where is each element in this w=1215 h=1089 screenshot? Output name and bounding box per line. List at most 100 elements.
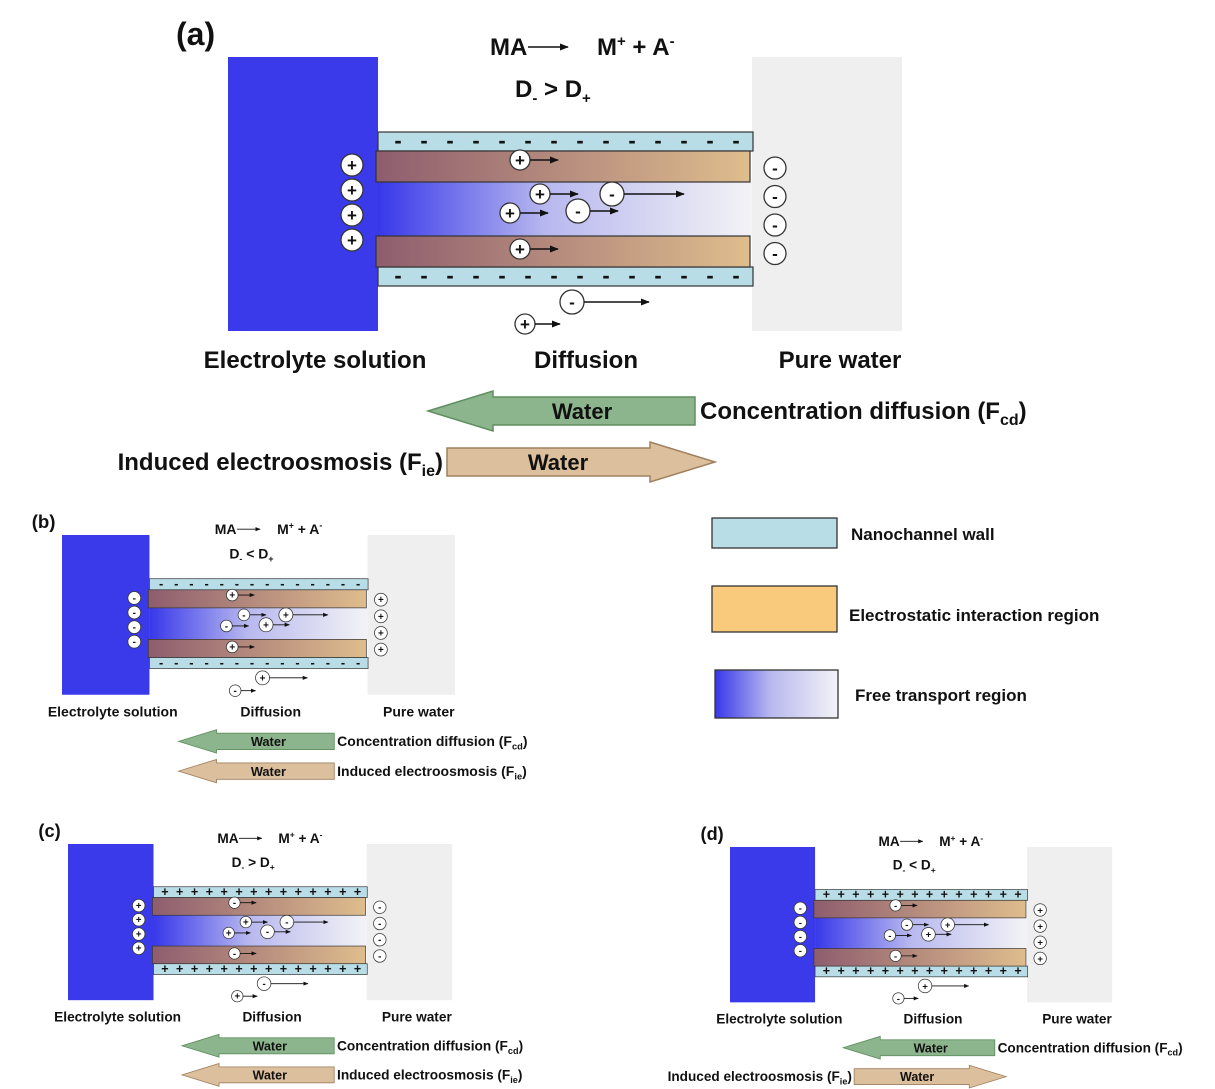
wall-charge: -	[550, 263, 557, 288]
ion-charge: -	[575, 202, 581, 221]
wall-charge: -	[550, 128, 557, 153]
flow-sub: ie	[510, 1075, 518, 1085]
wall-charge: +	[250, 962, 257, 976]
flow-sub: ie	[514, 771, 522, 781]
ion-charge: +	[347, 181, 357, 200]
flow-carrier: Water	[253, 1068, 287, 1082]
legend-label: Free transport region	[855, 686, 1027, 705]
electrostatic-region	[148, 639, 366, 657]
flow-sub: cd	[508, 1046, 519, 1056]
electrostatic-region	[814, 948, 1026, 966]
flow-close: )	[522, 763, 527, 779]
wall-charge: +	[265, 962, 272, 976]
d-cation: D	[565, 76, 582, 103]
wall-charge: -	[235, 655, 239, 670]
wall-charge: -	[498, 263, 505, 288]
wall-charge: -	[602, 128, 609, 153]
ion-charge: +	[945, 920, 951, 931]
electrostatic-region	[152, 946, 365, 964]
ion-charge: +	[226, 928, 232, 939]
wall-charge: -	[420, 128, 427, 153]
ion-charge: +	[515, 151, 525, 170]
electrolyte-label: Electrolyte solution	[54, 1009, 181, 1024]
wall-charge: -	[174, 576, 178, 591]
flow-label: Concentration diffusion (Fcd)	[337, 1038, 523, 1055]
wall-charge: +	[206, 885, 213, 899]
anion: + A	[295, 831, 320, 846]
ion-charge: -	[888, 931, 891, 942]
wall-charge: -	[680, 128, 687, 153]
reaction-products: M+ + A-	[939, 833, 983, 849]
anion-charge: -	[320, 830, 323, 840]
ion-charge: -	[609, 185, 615, 204]
diffusivity-relation: D- < D+	[229, 545, 273, 563]
wall-charge: +	[339, 962, 346, 976]
diffusion-label: Diffusion	[240, 703, 301, 719]
wall-charge: -	[394, 128, 401, 153]
wall-charge: +	[896, 888, 903, 902]
reaction-products: M+ + A-	[597, 33, 675, 61]
pure-water-label: Pure water	[383, 703, 455, 719]
wall-charge: -	[706, 263, 713, 288]
panel-label: (a)	[176, 16, 215, 52]
flow-label: Concentration diffusion (Fcd)	[998, 1040, 1183, 1057]
electrostatic-region	[376, 236, 750, 267]
nanochannel-wall	[149, 657, 368, 668]
flow-carrier: Water	[251, 764, 286, 779]
ion-charge: +	[515, 240, 525, 259]
wall-charge: +	[926, 964, 933, 978]
flow-sub: cd	[512, 742, 523, 752]
ion-charge: -	[133, 608, 136, 619]
wall-charge: +	[852, 888, 859, 902]
nanochannel-wall	[149, 579, 368, 590]
flow-close: )	[847, 1069, 852, 1084]
wall-charge: -	[295, 655, 299, 670]
diffusivity-relation: D- > D+	[515, 76, 591, 107]
relation-op: <	[905, 858, 921, 873]
d-cation: D	[258, 545, 268, 561]
flow-name: Concentration diffusion (F	[700, 398, 1000, 425]
ion-charge: +	[505, 204, 515, 223]
ion-charge: -	[233, 949, 236, 960]
panel: (c)MAM+ + A-D- > D++++++++++++++++++++++…	[38, 820, 523, 1086]
wall-charge: +	[191, 962, 198, 976]
reaction-products: M+ + A-	[278, 830, 322, 846]
wall-charge: +	[852, 964, 859, 978]
wall-charge: -	[204, 655, 208, 670]
flow-close: )	[519, 1038, 524, 1053]
ion-charge: -	[894, 951, 897, 962]
wall-charge: -	[602, 263, 609, 288]
flow-label: Concentration diffusion (Fcd)	[700, 398, 1027, 429]
ion-charge: -	[285, 918, 288, 929]
wall-charge: -	[356, 655, 360, 670]
flow-carrier: Water	[914, 1041, 948, 1055]
ion-charge: +	[260, 673, 266, 684]
wall-charge: +	[1014, 964, 1021, 978]
ion-charge: +	[136, 915, 142, 926]
wall-charge: -	[220, 576, 224, 591]
diagram: (a)MAM+ + A-D- > D+---------------------…	[0, 0, 1215, 1089]
wall-charge: -	[326, 576, 330, 591]
pure-water-label: Pure water	[382, 1009, 453, 1024]
ion-charge: +	[263, 620, 269, 631]
wall-charge: -	[220, 655, 224, 670]
flow-close: )	[435, 449, 443, 476]
wall-charge: -	[628, 263, 635, 288]
wall-charge: +	[206, 962, 213, 976]
wall-charge: +	[354, 962, 361, 976]
wall-charge: +	[295, 962, 302, 976]
wall-charge: -	[732, 128, 739, 153]
wall-charge: -	[524, 263, 531, 288]
cation: M	[278, 831, 289, 846]
ion-charge: +	[234, 992, 240, 1003]
wall-charge: -	[446, 128, 453, 153]
nanochannel-wall	[815, 890, 1028, 901]
wall-charge: +	[176, 962, 183, 976]
legend-swatch	[712, 518, 837, 548]
wall-charge: -	[420, 263, 427, 288]
pure-water-label: Pure water	[1042, 1011, 1112, 1026]
ion-charge: -	[799, 904, 802, 915]
ion-charge: -	[378, 935, 381, 946]
electrostatic-region	[148, 590, 366, 608]
wall-charge: -	[680, 263, 687, 288]
